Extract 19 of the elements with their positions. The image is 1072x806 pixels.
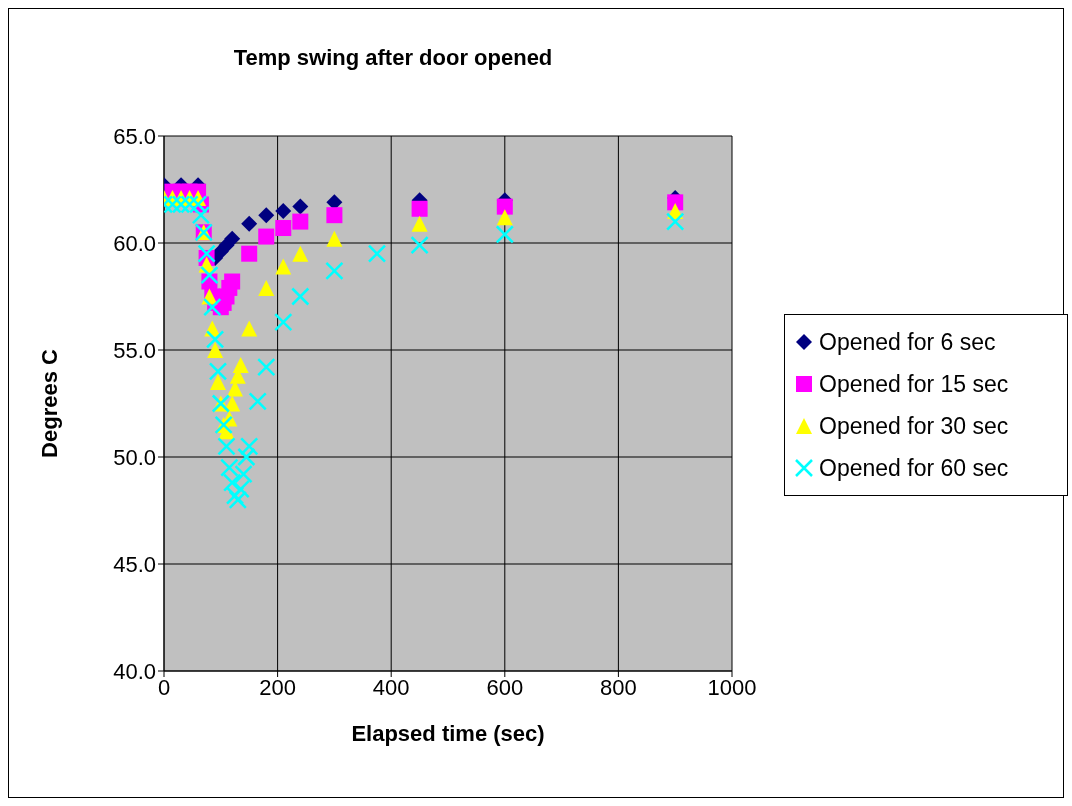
legend-label: Opened for 60 sec [819,454,1009,482]
x-tick-label: 800 [600,674,637,700]
x-tick-label: 0 [157,674,171,700]
y-tick-label: 45.0 [113,551,156,577]
y-tick-label: 50.0 [113,444,156,470]
x-tick-label: 400 [372,674,410,700]
x-tick-label: 1000 [707,674,757,700]
y-axis-title: Degrees C [36,348,62,458]
x-axis-title: Elapsed time (sec) [351,721,545,746]
y-tick-label: 40.0 [113,658,156,684]
y-tick-label: 60.0 [113,230,156,256]
y-tick-label: 55.0 [113,337,156,363]
y-tick-label: 65.0 [113,123,156,149]
legend-label: Opened for 15 sec [819,370,1009,398]
legend-label: Opened for 6 sec [819,328,996,356]
chart-title: Temp swing after door opened [232,45,554,71]
legend-label: Opened for 30 sec [819,412,1009,440]
x-tick-label: 600 [486,674,524,700]
x-tick-label: 200 [259,674,296,700]
